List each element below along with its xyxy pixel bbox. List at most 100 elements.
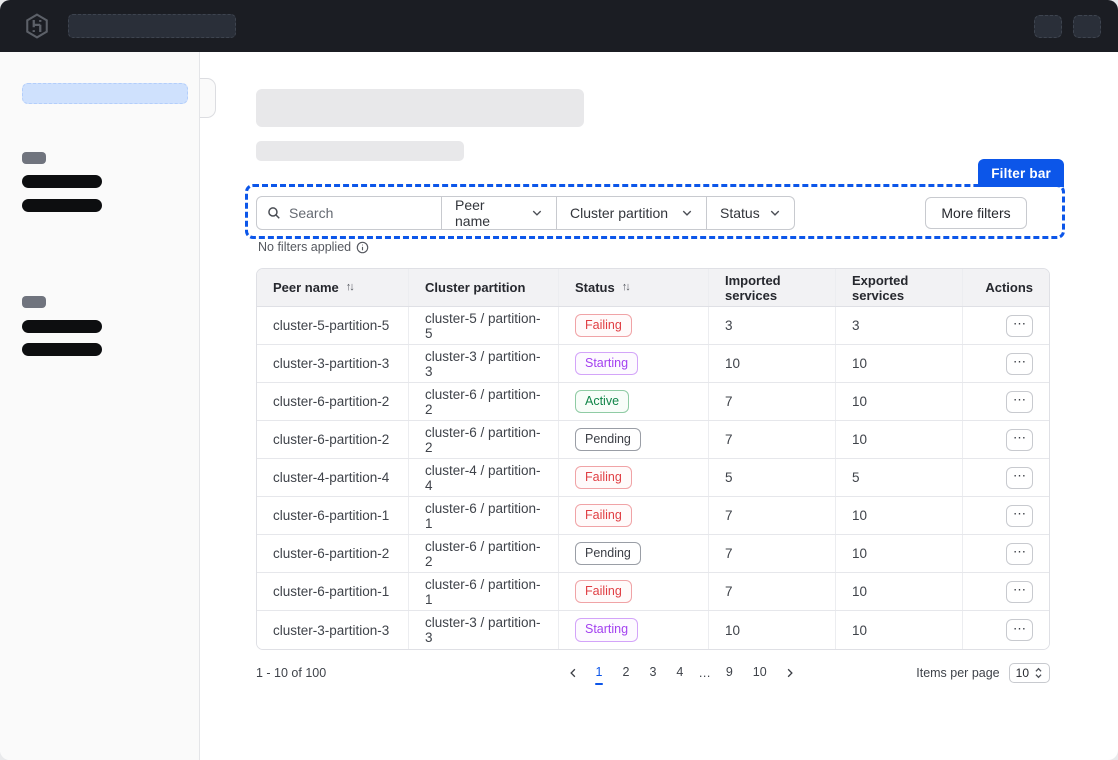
nav-action-skeleton-1[interactable]	[1034, 15, 1062, 38]
table-row: cluster-5-partition-5 cluster-5 / partit…	[257, 307, 1049, 345]
page-button-2[interactable]: 2	[615, 662, 636, 685]
status-badge: Failing	[575, 579, 632, 604]
next-page-button[interactable]	[780, 665, 800, 681]
top-nav	[0, 0, 1118, 52]
cell-actions: ⋯	[963, 611, 1049, 649]
cell-cluster-partition: cluster-6 / partition-2	[409, 535, 559, 572]
sidebar-active-item-skeleton[interactable]	[22, 83, 188, 104]
no-filters-text: No filters applied	[258, 240, 352, 254]
sort-icon[interactable]: ↑↓	[345, 281, 355, 293]
nav-action-skeleton-2[interactable]	[1073, 15, 1101, 38]
sidebar-collapse-handle[interactable]	[200, 78, 216, 118]
pagination: 1 - 10 of 100 1 2 3 4 … 9 10 Items per p…	[256, 661, 1050, 685]
cell-status: Failing	[559, 307, 709, 344]
status-badge: Failing	[575, 465, 632, 490]
cell-status: Failing	[559, 573, 709, 610]
cell-actions: ⋯	[963, 383, 1049, 420]
page-ellipsis: …	[698, 666, 711, 680]
peers-table: Peer name ↑↓ Cluster partition Status ↑↓…	[256, 268, 1050, 650]
dropdown-peer-name[interactable]: Peer name	[442, 196, 557, 230]
more-filters-button[interactable]: More filters	[925, 197, 1027, 229]
cell-actions: ⋯	[963, 345, 1049, 382]
page-subtitle-skeleton	[256, 141, 464, 161]
cell-exported-services: 3	[836, 307, 963, 344]
cell-exported-services: 10	[836, 573, 963, 610]
actions-menu-button[interactable]: ⋯	[1006, 428, 1033, 451]
nav-search-skeleton[interactable]	[68, 14, 236, 38]
cell-imported-services: 3	[709, 307, 836, 344]
cell-exported-services: 10	[836, 611, 963, 649]
chevron-down-icon	[532, 210, 542, 216]
items-per-page-select[interactable]: 10	[1008, 663, 1050, 683]
page-button-9[interactable]: 9	[719, 662, 740, 685]
actions-menu-button[interactable]: ⋯	[1006, 466, 1033, 489]
filter-bar-callout-text: Filter bar	[991, 165, 1051, 181]
cell-actions: ⋯	[963, 573, 1049, 610]
sidebar-item-skeleton-1[interactable]	[22, 175, 102, 188]
table-row: cluster-6-partition-2 cluster-6 / partit…	[257, 383, 1049, 421]
status-badge: Pending	[575, 427, 641, 452]
cell-peer-name: cluster-4-partition-4	[257, 459, 409, 496]
actions-menu-button[interactable]: ⋯	[1006, 314, 1033, 337]
column-header-actions: Actions	[963, 269, 1049, 306]
actions-menu-button[interactable]: ⋯	[1006, 390, 1033, 413]
no-filters-status: No filters applied	[258, 240, 369, 254]
column-header-label: Status	[575, 280, 615, 295]
actions-menu-button[interactable]: ⋯	[1006, 580, 1033, 603]
ellipsis-icon: ⋯	[1013, 392, 1026, 407]
column-header-status[interactable]: Status ↑↓	[559, 269, 709, 306]
info-icon	[356, 241, 369, 253]
ellipsis-icon: ⋯	[1013, 354, 1026, 369]
page-button-10[interactable]: 10	[746, 662, 774, 685]
actions-menu-button[interactable]: ⋯	[1006, 352, 1033, 375]
cell-imported-services: 7	[709, 421, 836, 458]
ellipsis-icon: ⋯	[1013, 620, 1026, 636]
table-row: cluster-3-partition-3 cluster-3 / partit…	[257, 611, 1049, 649]
column-header-peer-name[interactable]: Peer name ↑↓	[257, 269, 409, 306]
cell-peer-name: cluster-6-partition-2	[257, 535, 409, 572]
page-title-skeleton	[256, 89, 584, 127]
cell-status: Active	[559, 383, 709, 420]
cell-actions: ⋯	[963, 307, 1049, 344]
page-button-4[interactable]: 4	[669, 662, 690, 685]
column-header-exported-services: Exported services	[836, 269, 963, 306]
dropdown-cluster-partition-label: Cluster partition	[570, 205, 669, 221]
cell-peer-name: cluster-6-partition-2	[257, 383, 409, 420]
cell-exported-services: 10	[836, 497, 963, 534]
ellipsis-icon: ⋯	[1013, 430, 1026, 445]
chevron-left-icon	[569, 668, 575, 678]
column-header-label: Peer name	[273, 280, 339, 295]
chevron-down-icon	[682, 210, 692, 216]
items-per-page-value: 10	[1015, 666, 1029, 680]
dropdown-cluster-partition[interactable]: Cluster partition	[557, 196, 707, 230]
dropdown-status-label: Status	[720, 205, 760, 221]
cell-cluster-partition: cluster-4 / partition-4	[409, 459, 559, 496]
cell-status: Failing	[559, 459, 709, 496]
page-button-1[interactable]: 1	[589, 662, 610, 685]
column-header-label: Cluster partition	[425, 280, 526, 295]
search-input[interactable]	[289, 205, 431, 221]
cell-peer-name: cluster-6-partition-2	[257, 421, 409, 458]
sidebar-item-skeleton-3[interactable]	[22, 320, 102, 333]
column-header-cluster-partition: Cluster partition	[409, 269, 559, 306]
chevron-right-icon	[787, 668, 793, 678]
prev-page-button[interactable]	[563, 665, 583, 681]
column-header-label: Exported services	[852, 272, 909, 303]
actions-menu-button[interactable]: ⋯	[1006, 504, 1033, 527]
sort-icon[interactable]: ↑↓	[621, 281, 631, 293]
cell-imported-services: 10	[709, 345, 836, 382]
search-input-wrapper[interactable]	[256, 196, 442, 230]
page-button-3[interactable]: 3	[642, 662, 663, 685]
dropdown-status[interactable]: Status	[707, 196, 795, 230]
cell-status: Starting	[559, 611, 709, 649]
cell-cluster-partition: cluster-3 / partition-3	[409, 611, 559, 649]
dropdown-peer-name-label: Peer name	[455, 197, 491, 229]
actions-menu-button[interactable]: ⋯	[1006, 619, 1033, 641]
sidebar-item-skeleton-2[interactable]	[22, 199, 102, 212]
cell-cluster-partition: cluster-6 / partition-2	[409, 383, 559, 420]
sidebar-item-skeleton-4[interactable]	[22, 343, 102, 356]
ellipsis-icon: ⋯	[1013, 468, 1026, 483]
actions-menu-button[interactable]: ⋯	[1006, 542, 1033, 565]
cell-imported-services: 7	[709, 383, 836, 420]
